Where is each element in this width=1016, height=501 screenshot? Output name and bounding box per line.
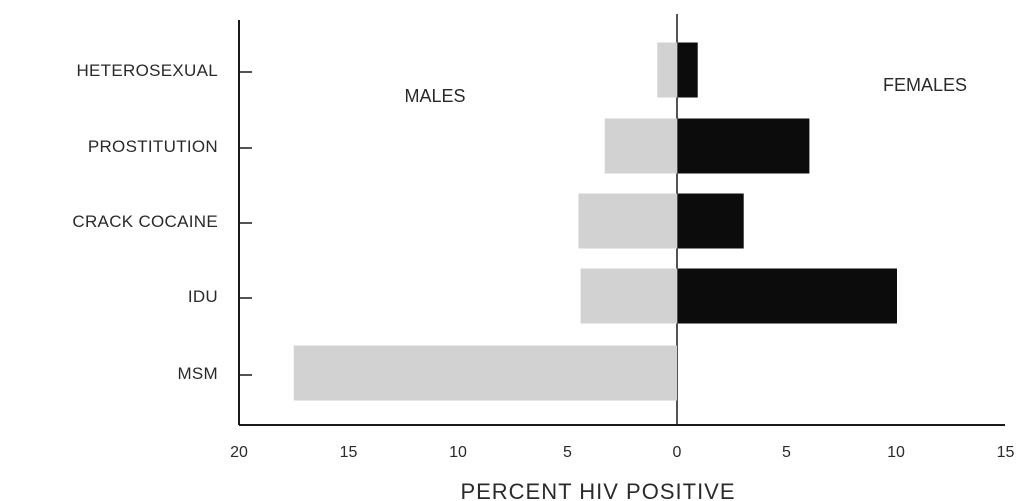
category-label-idu: IDU: [188, 287, 218, 306]
x-tick-label: 10: [887, 444, 905, 461]
x-tick-label: 0: [673, 444, 682, 461]
bar-males-idu: [580, 268, 677, 324]
bar-females-idu: [678, 268, 897, 324]
bars: [293, 42, 897, 401]
x-tick-label: 20: [230, 444, 248, 461]
series-label-males: MALES: [404, 86, 465, 106]
bar-males-msm: [293, 345, 677, 401]
x-tick-label: 10: [449, 444, 467, 461]
x-tick-labels: 20 15 10 5 0 5 10 15: [230, 444, 1014, 461]
x-tick-label: 5: [782, 444, 791, 461]
series-label-females: FEMALES: [883, 75, 967, 95]
x-tick-label: 15: [997, 444, 1015, 461]
x-tick-label: 15: [340, 444, 358, 461]
x-axis-title: PERCENT HIV POSITIVE: [460, 479, 735, 501]
category-labels: HETEROSEXUAL PROSTITUTION CRACK COCAINE IDU…: [72, 61, 252, 383]
bar-females-crack-cocaine: [678, 193, 744, 249]
category-label-msm: MSM: [177, 364, 218, 383]
category-label-heterosexual: HETEROSEXUAL: [76, 61, 218, 80]
category-label-prostitution: PROSTITUTION: [88, 137, 218, 156]
x-tick-label: 5: [563, 444, 572, 461]
bar-males-crack-cocaine: [578, 193, 677, 249]
category-label-crack-cocaine: CRACK COCAINE: [72, 212, 218, 231]
bar-males-prostitution: [604, 118, 677, 174]
bar-males-heterosexual: [657, 42, 677, 98]
bar-females-heterosexual: [678, 42, 698, 98]
group-labels: MALES FEMALES: [404, 75, 967, 106]
bar-females-prostitution: [678, 118, 810, 174]
